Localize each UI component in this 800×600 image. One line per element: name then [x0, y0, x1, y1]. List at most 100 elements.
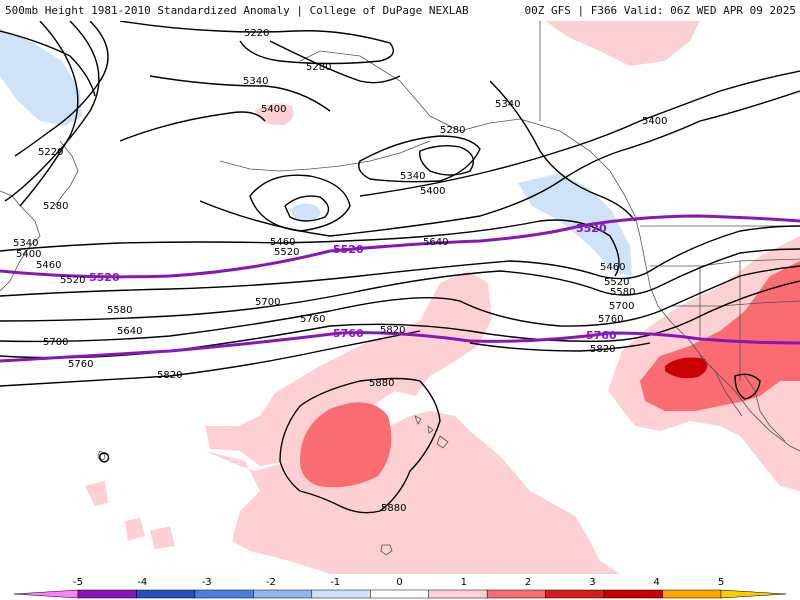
highlight-contour-label: 5760	[333, 327, 364, 340]
contour-label: 5460	[36, 260, 61, 271]
colorbar-tick-label: -4	[137, 577, 147, 588]
contour-aleutian-low	[358, 135, 481, 183]
contour-5280-east	[419, 144, 474, 176]
colorbar-bin	[77, 589, 137, 599]
contour-label: 5580	[107, 305, 132, 316]
contour-label: 5880	[369, 378, 394, 389]
colorbar-bin	[428, 589, 488, 599]
small-island-2	[380, 544, 393, 556]
colorbar-tick-label: -3	[202, 577, 212, 588]
contour-label: 5460	[270, 237, 295, 248]
contour-label: 5340	[495, 99, 520, 110]
colorbar-tick-label: 4	[654, 577, 660, 588]
colorbar-bin	[603, 589, 663, 599]
north-america-west-coast	[634, 215, 800, 452]
colorbar-bin	[720, 589, 787, 599]
contour-label: 5820	[380, 325, 405, 336]
aleutian-chain	[219, 140, 431, 172]
state-border-1	[650, 258, 800, 267]
contour-small-circle	[99, 452, 110, 463]
contour-label: 5400	[420, 186, 445, 197]
state-border-3	[699, 261, 741, 381]
colorbar-tick-label: 2	[525, 577, 531, 588]
negative-anomaly-aleutian	[290, 203, 321, 221]
coastlines	[0, 21, 800, 556]
colorbar-bin	[662, 589, 722, 599]
highlight-contour-5520	[0, 214, 800, 279]
contour-5400-arc	[199, 90, 800, 237]
contour-label: 5340	[400, 171, 425, 182]
mexico-coast	[744, 375, 786, 442]
contour-5460	[0, 219, 620, 277]
colorbar-bins	[13, 589, 787, 599]
contour-mexico-ridge	[734, 373, 761, 400]
positive-anomaly-hawaii	[205, 271, 620, 574]
negative-anomaly-nw	[0, 29, 82, 126]
contour-label: 5760	[598, 314, 623, 325]
contour-label: 5700	[609, 301, 634, 312]
contour-5700	[0, 265, 800, 343]
contour-label: 5400	[16, 249, 41, 260]
colorbar-tick-label: 0	[396, 577, 402, 588]
height-contours	[0, 21, 800, 514]
hawaii-islands	[414, 415, 449, 449]
highlight-contour-label: 5520	[333, 243, 364, 256]
canada-border	[539, 21, 800, 227]
map-title: 500mb Height 1981-2010 Standardized Anom…	[5, 4, 469, 17]
colorbar-bin	[194, 589, 254, 599]
positive-anomaly-canada	[545, 21, 700, 66]
positive-anomaly-southwest-max	[665, 357, 708, 379]
highlight-label-group: 5520 5520 5520 5760 5760	[89, 222, 617, 342]
contour-label: 5520	[604, 277, 629, 288]
contour-5340-east	[489, 80, 636, 222]
contour-label-group: 5220 5280 5340 5400 5220 5280 5340 5400 …	[13, 28, 667, 514]
contour-label: 5280	[43, 201, 68, 212]
highlight-contour-label: 5520	[576, 222, 607, 235]
colorbar-bin	[370, 589, 429, 599]
contour-label: 5520	[274, 247, 299, 258]
colorbar: -5 -4 -3 -2 -1 0 1 2 3 4 5	[13, 577, 787, 599]
contour-label: 5880	[381, 503, 406, 514]
colorbar-bin	[13, 589, 79, 599]
contour-5880-hawaii	[279, 377, 441, 514]
contour-5820	[0, 330, 651, 387]
colorbar-tick-label: -5	[73, 577, 83, 588]
colorbar-ticks: -5 -4 -3 -2 -1 0 1 2 3 4 5	[73, 577, 724, 588]
contour-label: 5760	[68, 359, 93, 370]
positive-anomaly-scattered	[85, 481, 175, 549]
map-canvas: 5220 5280 5340 5400 5220 5280 5340 5400 …	[0, 21, 800, 574]
contour-5640	[0, 248, 800, 322]
highlight-contour-label: 5760	[586, 329, 617, 342]
contour-label: 5640	[423, 237, 448, 248]
negative-anomaly-gulf	[518, 173, 632, 276]
contour-5400-north	[19, 21, 266, 207]
contour-5580	[0, 225, 800, 297]
contour-label: 5760	[300, 314, 325, 325]
contour-label: 5700	[43, 337, 68, 348]
header-bar: 500mb Height 1981-2010 Standardized Anom…	[0, 0, 800, 20]
contour-label: 5220	[244, 28, 269, 39]
colorbar-bin	[545, 589, 605, 599]
colorbar-bin	[311, 589, 371, 599]
contour-label: 5520	[60, 275, 85, 286]
contour-label: 5280	[306, 62, 331, 73]
contour-label: 5700	[255, 297, 280, 308]
contour-label: 5640	[117, 326, 142, 337]
contour-5220-north	[0, 21, 394, 97]
model-run-info: 00Z GFS | F366 Valid: 06Z WED APR 09 202…	[524, 4, 796, 17]
highlight-contours	[0, 214, 800, 363]
asia-coast	[0, 190, 41, 292]
kamchatka-coast	[54, 140, 79, 207]
contour-label: 5820	[590, 344, 615, 355]
contour-label: 5820	[157, 370, 182, 381]
highlight-contour-5760	[0, 331, 800, 363]
contour-label: 5460	[600, 262, 625, 273]
contour-label: 5400	[642, 116, 667, 127]
contour-label: 5580	[610, 287, 635, 298]
anomaly-shading	[0, 21, 800, 574]
colorbar-tick-label: 3	[589, 577, 595, 588]
contour-label: 5220	[38, 147, 63, 158]
colorbar-tick-label: -2	[266, 577, 276, 588]
contour-label: 5340	[243, 76, 268, 87]
